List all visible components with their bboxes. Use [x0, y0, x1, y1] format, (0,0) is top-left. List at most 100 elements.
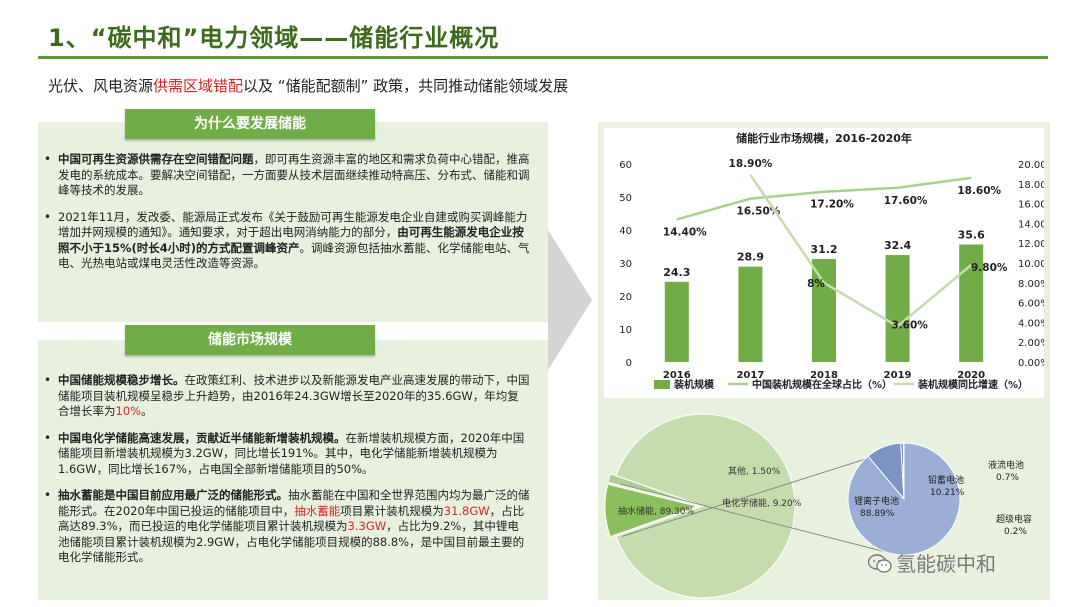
y2-tick-label: 10.00% [1018, 259, 1044, 270]
chevron-right-icon [548, 230, 592, 370]
subtitle-part: 光伏、风电资源 [48, 77, 154, 95]
pie-chart-panel: 抽水储能, 89.30% 电化学储能, 9.20% 其他, 1.50% 锂离子电池 88… [598, 404, 1050, 600]
growth-data-label: 8% [807, 278, 825, 290]
bullet-bold: 中国可再生资源供需存在空间错配问题 [58, 152, 254, 166]
share-data-label: 17.20% [810, 199, 854, 211]
pie-slice-label: 超级电容 [996, 513, 1032, 525]
share-data-label: 16.50% [737, 206, 781, 218]
growth-line [749, 174, 973, 328]
bullet-bold: 由可再生能源发电企业按照不小于15%(时长4小时)的方式配置调峰资产 [58, 225, 524, 255]
x-tick-label: 2016 [663, 370, 691, 381]
x-tick-label: 2020 [957, 370, 985, 381]
share-data-label: 14.40% [663, 226, 707, 238]
bar [812, 259, 836, 362]
bar-data-label: 31.2 [810, 243, 837, 256]
subtitle-highlight: 供需区域错配 [153, 77, 244, 95]
x-tick-label: 2017 [736, 370, 764, 381]
y-tick-label: 10 [619, 325, 632, 336]
pie-slice-pct: 88.89% [860, 509, 895, 519]
list-item: 中国电化学储能高速发展，贡献近半储能新增装机规模。在新增装机规模方面，2020年… [40, 431, 530, 478]
y2-tick-label: 12.00% [1018, 239, 1044, 250]
why-tag: 为什么要发展储能 [125, 109, 375, 139]
bullet-bold: 中国电化学储能高速发展，贡献近半储能新增装机规模。 [58, 430, 346, 445]
y-tick-label: 40 [619, 226, 632, 237]
title-divider [38, 56, 1048, 59]
market-tag: 储能市场规模 [125, 325, 375, 355]
bullet-text: 在新增装机规模方面，2020年中国储能项目新增装机规模为3.2GW，同比增长19… [58, 430, 525, 476]
watermark: 氢能碳中和 [867, 548, 996, 577]
growth-data-label: 18.90% [729, 158, 773, 170]
storage-mix-pie-chart: 抽水储能, 89.30% 电化学储能, 9.20% 其他, 1.50% 锂离子电池 88… [604, 413, 1032, 599]
y-tick-label: 50 [619, 193, 632, 204]
pie-slice-label: 电化学储能, 9.20% [722, 497, 802, 509]
watermark-text: 氢能碳中和 [896, 552, 996, 576]
pie-slice-pct: 0.2% [1004, 527, 1027, 537]
y-tick-label: 0 [626, 358, 632, 369]
bullet-highlight: 10% [115, 404, 142, 418]
bullet-text: 在政策红利、技术进步以及新能源发电产业高速发展的带动下，中国储能项目装机规模呈稳… [58, 373, 530, 418]
bullet-bold: 抽水蓄能是中国目前应用最广泛的储能形式。 [58, 488, 288, 502]
pie-slice-label: 锂离子电池 [854, 495, 899, 507]
y2-tick-label: 2.00% [1018, 338, 1044, 349]
page-title: 1、“碳中和”电力领域——储能行业概况 [48, 24, 500, 52]
y2-tick-label: 0.00% [1018, 358, 1044, 369]
bullet-text: 。调峰资源包括抽水蓄能、化学储能电站、气电、光热电站或煤电灵活性改造等资源。 [58, 240, 530, 271]
bar [885, 255, 910, 362]
bar-data-label: 28.9 [737, 251, 764, 264]
list-item: 抽水蓄能是中国目前应用最广泛的储能形式。抽水蓄能在中国和全世界范围内均为最广泛的… [40, 488, 530, 566]
bar-data-label: 35.6 [958, 229, 985, 242]
bullet-highlight: 3.3GW [347, 519, 387, 533]
bullet-text: 抽水蓄能在中国和全世界范围内均为最广泛的储能形式。在2020年中国已投运的储能项… [58, 488, 530, 518]
subtitle-part: 以及 “储能配额制” 政策，共同推动储能领域发展 [243, 77, 569, 95]
y2-tick-label: 16.00% [1018, 200, 1044, 211]
list-item: 2021年11月，发改委、能源局正式发布《关于鼓励可再生能源发电企业自建或购买调… [40, 210, 530, 272]
market-size-chart: 储能行业市场规模，2016-2020年 0 10 20 30 40 50 60 0.00% 2.… [619, 131, 1056, 391]
y2-tick-label: 14.00% [1018, 219, 1044, 230]
bullet-text: ，占比高达89.3%，而已投运的电化学储能项目累计装机规模为 [58, 503, 525, 534]
y2-tick-label: 18.00% [1018, 180, 1044, 191]
share-data-label: 18.60% [957, 185, 1001, 197]
x-tick-label: 2019 [884, 370, 912, 381]
chart-title: 储能行业市场规模，2016-2020年 [736, 131, 912, 145]
pie-slice-pct: 0.7% [996, 473, 1019, 483]
bullet-highlight: 抽水蓄能 [294, 503, 341, 518]
bullet-highlight: 31.8GW [443, 503, 490, 518]
pie-slice-label: 其他, 1.50% [728, 465, 781, 477]
pie-slice-pct: 10.21% [930, 488, 965, 498]
market-chart-panel: 储能行业市场规模，2016-2020年 0 10 20 30 40 50 60 0.00% 2.… [598, 122, 1056, 404]
y2-tick-label: 4.00% [1018, 318, 1044, 329]
legend-label: 装机规模同比增速（%） [917, 378, 1028, 391]
pie-slice-label: 铅蓄电池 [928, 474, 964, 486]
legend-swatch-bar [654, 380, 670, 389]
share-data-label: 17.60% [884, 195, 928, 207]
market-bullets: 中国储能规模稳步增长。在政策红利、技术进步以及新能源发电产业高速发展的带动下，中… [40, 373, 530, 577]
bullet-text: 。 [141, 404, 153, 418]
bullet-text: 项目累计装机规模为 [340, 503, 444, 518]
bar-data-label: 32.4 [884, 239, 911, 252]
growth-data-label: 3.60% [891, 319, 928, 331]
bar [738, 266, 763, 362]
pie-slice-label: 抽水储能, 89.30% [618, 505, 694, 517]
bar [664, 281, 689, 362]
bar-data-label: 24.3 [663, 266, 690, 279]
page-subtitle: 光伏、风电资源供需区域错配以及 “储能配额制” 政策，共同推动储能领域发展 [48, 75, 568, 96]
share-line [676, 176, 972, 221]
y-tick-label: 30 [619, 259, 632, 270]
pie-slice [607, 473, 698, 505]
bullet-bold: 中国储能规模稳步增长。 [58, 373, 185, 387]
pie-connector [619, 483, 887, 553]
y-tick-label: 60 [619, 160, 632, 171]
y2-tick-label: 20.00% [1018, 160, 1044, 171]
y2-tick-label: 6.00% [1018, 299, 1044, 310]
bullet-text: ，占比为9.2%，其中锂电池储能项目累计装机规模为2.9GW，占电化学储能项目规… [58, 519, 525, 564]
bullet-text: 2021年11月，发改委、能源局正式发布《关于鼓励可再生能源发电企业自建或购买调… [58, 209, 528, 240]
y-tick-label: 20 [619, 292, 632, 303]
bullet-text: ，即可再生资源丰富的地区和需求负荷中心错配，推高发电的系统成本。要解决空间错配，… [58, 152, 530, 197]
growth-data-label: 9.80% [971, 262, 1008, 274]
x-tick-label: 2018 [810, 370, 838, 381]
why-bullets: 中国可再生资源供需存在空间错配问题，即可再生资源丰富的地区和需求负荷中心错配，推… [40, 152, 530, 283]
legend-label: 中国装机规模在全球占比（%） [752, 378, 892, 391]
legend-label: 装机规模 [673, 378, 715, 391]
bar [959, 244, 984, 362]
list-item: 中国可再生资源供需存在空间错配问题，即可再生资源丰富的地区和需求负荷中心错配，推… [40, 152, 530, 199]
